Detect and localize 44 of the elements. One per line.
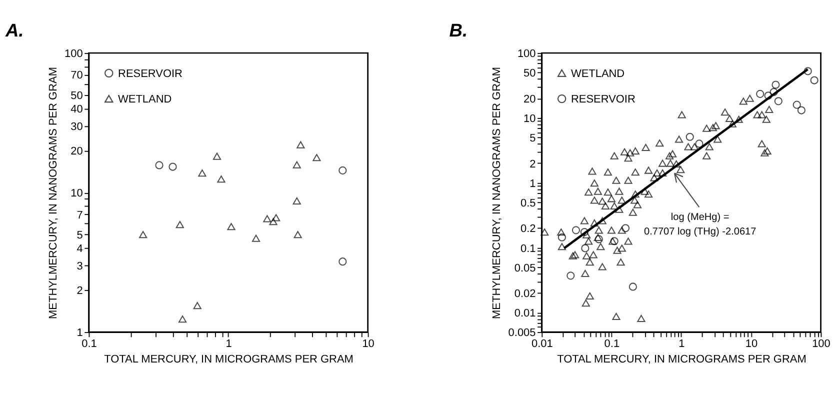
y-tick-label: 40 bbox=[70, 104, 83, 116]
y-axis-title: METHYLMERCURY, IN NANOGRAMS PER GRAM bbox=[491, 67, 504, 319]
y-tick-label: 0.005 bbox=[508, 327, 536, 340]
legend-label: WETLAND bbox=[118, 93, 172, 106]
y-tick-label: 0.01 bbox=[514, 308, 536, 320]
y-tick-label: 7 bbox=[76, 209, 83, 222]
y-tick-label: 100 bbox=[517, 48, 536, 60]
y-tick-label: 5 bbox=[76, 230, 83, 242]
x-axis-title: TOTAL MERCURY, IN MICROGRAMS PER GRAM bbox=[557, 354, 806, 366]
y-tick-label: 100 bbox=[64, 48, 83, 60]
y-tick-label: 0.05 bbox=[514, 262, 536, 274]
x-tick-label: 10 bbox=[745, 338, 758, 350]
y-tick-label: 20 bbox=[70, 146, 83, 158]
y-tick-label: 4 bbox=[76, 243, 83, 256]
y-tick-label: 0.5 bbox=[520, 197, 536, 210]
y-tick-label: 20 bbox=[524, 93, 536, 106]
annotation: log (MeHg) = 0.7707 log (THg) -2.0617 bbox=[644, 212, 757, 238]
y-tick-label: 5 bbox=[530, 132, 536, 145]
x-tick-label: 0.1 bbox=[604, 338, 620, 350]
legend-label: WETLAND bbox=[570, 68, 625, 80]
y-axis-title: METHYLMERCURY, IN NANOGRAMS PER GRAM bbox=[47, 67, 60, 319]
legend-label: RESERVOIR bbox=[570, 93, 636, 106]
y-tick-label: 0.2 bbox=[520, 223, 536, 236]
y-tick-label: 3 bbox=[76, 260, 83, 273]
y-tick-label: 1 bbox=[76, 327, 83, 340]
y-tick-label: 1 bbox=[530, 178, 536, 190]
x-tick-label: 1 bbox=[678, 338, 685, 350]
x-tick-label: 1 bbox=[226, 338, 232, 350]
y-tick-label: 50 bbox=[70, 90, 83, 102]
x-tick-label: 100 bbox=[812, 338, 830, 350]
y-tick-label: 2 bbox=[530, 158, 536, 170]
y-tick-label: 10 bbox=[70, 188, 83, 200]
y-tick-label: 0.1 bbox=[520, 242, 536, 255]
chart-title: B. bbox=[449, 20, 468, 41]
y-tick-label: 2 bbox=[76, 285, 83, 298]
y-tick-label: 50 bbox=[524, 68, 536, 80]
legend-label: RESERVOIR bbox=[118, 68, 183, 80]
x-tick-label: 10 bbox=[362, 338, 374, 350]
y-tick-label: 70 bbox=[70, 70, 83, 82]
y-tick-label: 0.02 bbox=[514, 288, 536, 300]
chart-title: A. bbox=[4, 20, 24, 41]
y-tick-label: 30 bbox=[70, 121, 83, 134]
y-tick-label: 10 bbox=[524, 113, 536, 126]
x-axis-title: TOTAL MERCURY, IN MICROGRAMS PER GRAM bbox=[104, 354, 354, 366]
